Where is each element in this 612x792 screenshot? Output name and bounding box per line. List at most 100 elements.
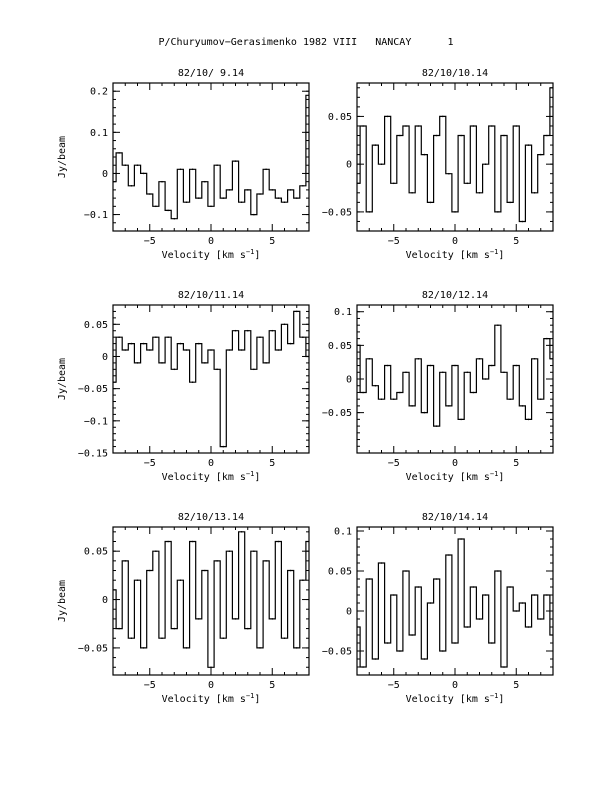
data-point (302, 579, 304, 581)
data-point (130, 637, 133, 639)
x-axis-label-exponent: −1 (490, 692, 498, 700)
data-point (259, 193, 261, 195)
x-axis-label-main: Velocity [km s (162, 250, 246, 261)
data-point (393, 182, 395, 185)
data-point (552, 358, 553, 360)
x-tick-label: 5 (269, 680, 275, 691)
data-point (533, 358, 536, 360)
x-axis-label-main: Velocity [km s (406, 250, 490, 261)
panel-1: 82/10/ 9.14 −5 0 5 −0.1 0 0.1 0.2 Velocity [km s… (57, 68, 310, 261)
data-point (411, 405, 413, 407)
x-tick-label: −5 (388, 458, 400, 469)
data-point (362, 666, 364, 668)
panel-title: 82/10/12.14 (422, 290, 488, 301)
y-tick-label: 0.05 (328, 567, 352, 578)
data-point (448, 172, 450, 175)
data-point (472, 391, 475, 394)
data-point (247, 627, 249, 630)
y-tick-label: 0 (346, 607, 352, 618)
spectrum-line (113, 310, 309, 448)
x-axis-label-exponent: −1 (490, 248, 498, 256)
data-point (491, 364, 493, 367)
data-point (253, 213, 255, 216)
data-point (357, 626, 358, 628)
data-point (142, 172, 145, 175)
data-point (466, 626, 469, 628)
data-point (167, 540, 169, 543)
x-tick-label: 0 (452, 680, 458, 691)
data-point (448, 405, 450, 407)
data-point (118, 336, 120, 339)
data-point (417, 358, 420, 360)
x-axis-label-end: ] (254, 694, 260, 705)
plot-frame (112, 82, 310, 232)
data-point (167, 209, 169, 212)
data-point (185, 201, 188, 203)
data-point (191, 381, 194, 384)
data-point (222, 445, 225, 448)
data-point (527, 626, 530, 628)
y-tick-label: 0 (102, 595, 108, 606)
data-point (113, 180, 114, 183)
y-tick-label: −0.05 (322, 207, 352, 218)
x-tick-label: 5 (269, 458, 275, 469)
data-point (399, 650, 401, 652)
data-point (417, 125, 420, 127)
data-point (368, 578, 371, 580)
y-tick-label: 0.1 (334, 307, 352, 318)
spectrum-line (357, 538, 553, 668)
data-point (296, 310, 298, 313)
data-point (283, 323, 286, 326)
panel-title: 82/10/11.14 (178, 290, 244, 301)
data-point (179, 579, 182, 581)
data-point (454, 642, 456, 644)
data-point (234, 618, 237, 620)
data-point (204, 180, 206, 183)
data-point (161, 180, 163, 183)
data-point (124, 164, 127, 166)
x-tick-label: 5 (513, 236, 519, 247)
data-point (386, 364, 389, 367)
plot-frame (356, 526, 554, 676)
data-point (155, 336, 157, 339)
data-point (142, 647, 145, 649)
data-point (393, 594, 395, 596)
data-point (161, 362, 163, 364)
data-point (228, 349, 231, 351)
data-point (185, 647, 188, 649)
data-point (265, 362, 267, 364)
data-point (540, 618, 542, 620)
data-point (296, 197, 298, 199)
data-point (234, 160, 237, 162)
data-point (216, 368, 218, 371)
panel-title: 82/10/14.14 (422, 512, 488, 523)
data-point (308, 540, 309, 543)
data-point (118, 152, 120, 154)
spectrum-line (113, 531, 309, 668)
data-point (302, 336, 304, 339)
y-tick-label: −0.05 (78, 643, 108, 654)
data-point (271, 618, 274, 620)
data-point (484, 163, 487, 165)
y-axis-label: Jy/beam (57, 580, 68, 622)
data-point (368, 358, 371, 360)
data-point (283, 201, 286, 203)
x-tick-label: 0 (208, 458, 214, 469)
data-point (271, 189, 274, 191)
data-point (503, 134, 505, 137)
x-axis-label: Velocity [km s−1] (162, 470, 261, 483)
data-point (240, 531, 243, 533)
data-point (277, 540, 280, 543)
data-point (173, 217, 176, 220)
data-point (454, 364, 456, 367)
data-point (466, 371, 469, 374)
data-point (149, 193, 151, 195)
page-title: P/Churyumov−Gerasimenko 1982 VIII NANCAY… (158, 37, 454, 48)
data-point (155, 205, 157, 208)
data-point (130, 342, 133, 345)
y-tick-label: 0.1 (90, 128, 108, 139)
x-tick-label: 5 (513, 680, 519, 691)
x-axis-label-main: Velocity [km s (406, 694, 490, 705)
data-point (399, 134, 401, 137)
